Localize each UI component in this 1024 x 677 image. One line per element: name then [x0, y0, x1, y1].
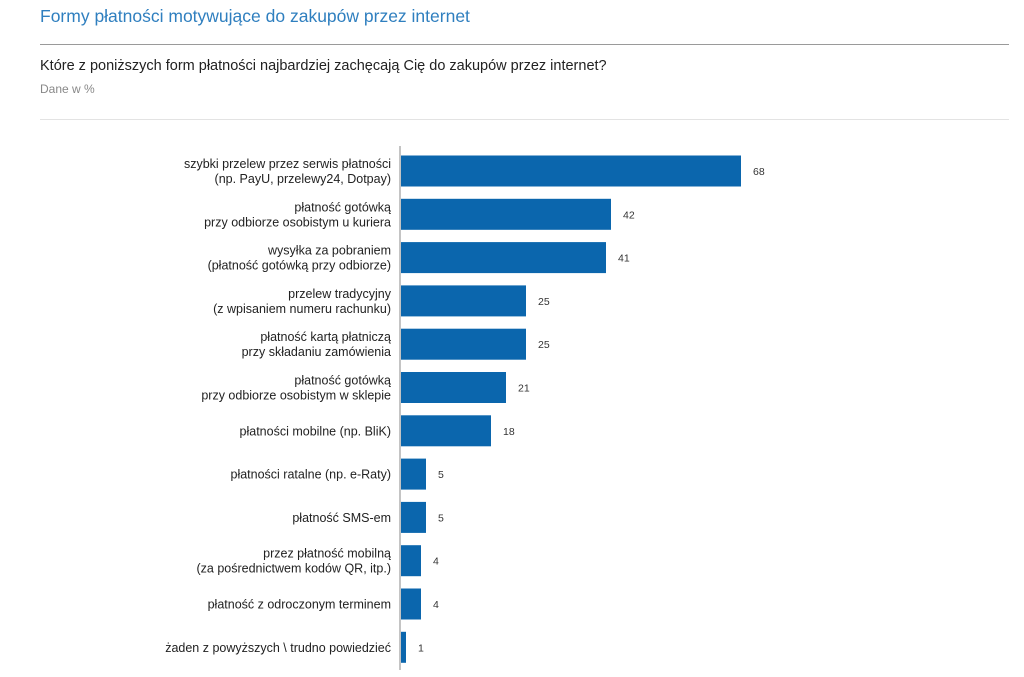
chart-title: Formy płatności motywujące do zakupów pr… — [40, 6, 470, 26]
bar — [401, 198, 611, 230]
bar — [401, 631, 406, 663]
category-label-line: płatności mobilne (np. BliK) — [240, 424, 391, 438]
category-label: płatność gotówką przy odbiorze osobistym … — [204, 200, 391, 229]
header-divider — [40, 119, 1009, 120]
category-label-line: płatność SMS-em — [292, 511, 391, 525]
value-label: 5 — [438, 512, 444, 524]
bar — [401, 285, 526, 317]
bar — [401, 372, 506, 403]
bar — [401, 155, 741, 187]
category-label: przez płatność mobilną (za pośrednictwem … — [196, 547, 391, 576]
category-label-line: żaden z powyższych \ trudno powiedzieć — [165, 641, 391, 655]
category-label-line: przy składaniu zamówienia — [242, 345, 391, 359]
category-label-line: płatność gotówką — [294, 200, 391, 214]
category-label-line: przelew tradycyjny — [288, 287, 392, 301]
category-label-line: płatność kartą płatniczą — [260, 330, 391, 344]
survey-question: Które z poniższych form płatności najbar… — [40, 58, 607, 74]
value-label: 25 — [538, 296, 550, 308]
category-label-line: (płatność gotówką przy odbiorze) — [208, 259, 391, 273]
value-label: 21 — [518, 383, 530, 395]
value-label: 42 — [623, 209, 635, 221]
category-label-line: przy odbiorze osobistym u kuriera — [204, 215, 391, 229]
category-label-line: (np. PayU, przelewy24, Dotpay) — [215, 172, 391, 186]
category-label: płatność SMS-em — [292, 511, 391, 525]
category-label: żaden z powyższych \ trudno powiedzieć — [165, 641, 391, 655]
category-label-line: wysyłka za pobraniem — [267, 244, 391, 258]
value-label: 4 — [433, 556, 439, 568]
value-label: 4 — [433, 599, 439, 611]
category-label: płatność kartą płatniczą przy składaniu z… — [242, 330, 391, 359]
value-label: 41 — [618, 253, 630, 265]
category-label-line: przy odbiorze osobistym w sklepie — [201, 389, 391, 403]
data-unit-note: Dane w % — [40, 82, 95, 96]
category-label-line: (za pośrednictwem kodów QR, itp.) — [196, 562, 391, 576]
bar — [401, 458, 426, 490]
category-label: przelew tradycyjny (z wpisaniem numeru ra… — [213, 287, 392, 316]
title-divider — [40, 44, 1009, 45]
value-label: 25 — [538, 339, 550, 351]
bar — [401, 545, 421, 577]
bar — [401, 501, 426, 533]
bar — [401, 415, 491, 447]
bar — [401, 242, 606, 274]
category-label-line: szybki przelew przez serwis płatności — [184, 157, 391, 171]
category-label: szybki przelew przez serwis płatności (np… — [184, 157, 391, 186]
category-label-line: płatność z odroczonym terminem — [208, 598, 391, 612]
category-label-line: przez płatność mobilną — [263, 547, 391, 561]
category-label: płatności ratalne (np. e-Raty) — [231, 468, 392, 482]
value-label: 68 — [753, 166, 765, 178]
bar — [401, 328, 526, 360]
category-label: płatności mobilne (np. BliK) — [240, 424, 391, 438]
category-label: płatność z odroczonym terminem — [208, 598, 391, 612]
category-label-line: płatności ratalne (np. e-Raty) — [231, 468, 392, 482]
value-label: 5 — [438, 469, 444, 481]
value-label: 18 — [503, 426, 515, 438]
value-label: 1 — [418, 642, 424, 654]
category-label-line: płatność gotówką — [294, 374, 391, 388]
bar-chart: szybki przelew przez serwis płatności (np… — [165, 146, 765, 670]
bar — [401, 588, 421, 620]
category-label-line: (z wpisaniem numeru rachunku) — [213, 302, 391, 316]
category-label: wysyłka za pobraniem (płatność gotówką pr… — [208, 244, 391, 273]
category-label: płatność gotówką przy odbiorze osobistym … — [201, 374, 391, 403]
